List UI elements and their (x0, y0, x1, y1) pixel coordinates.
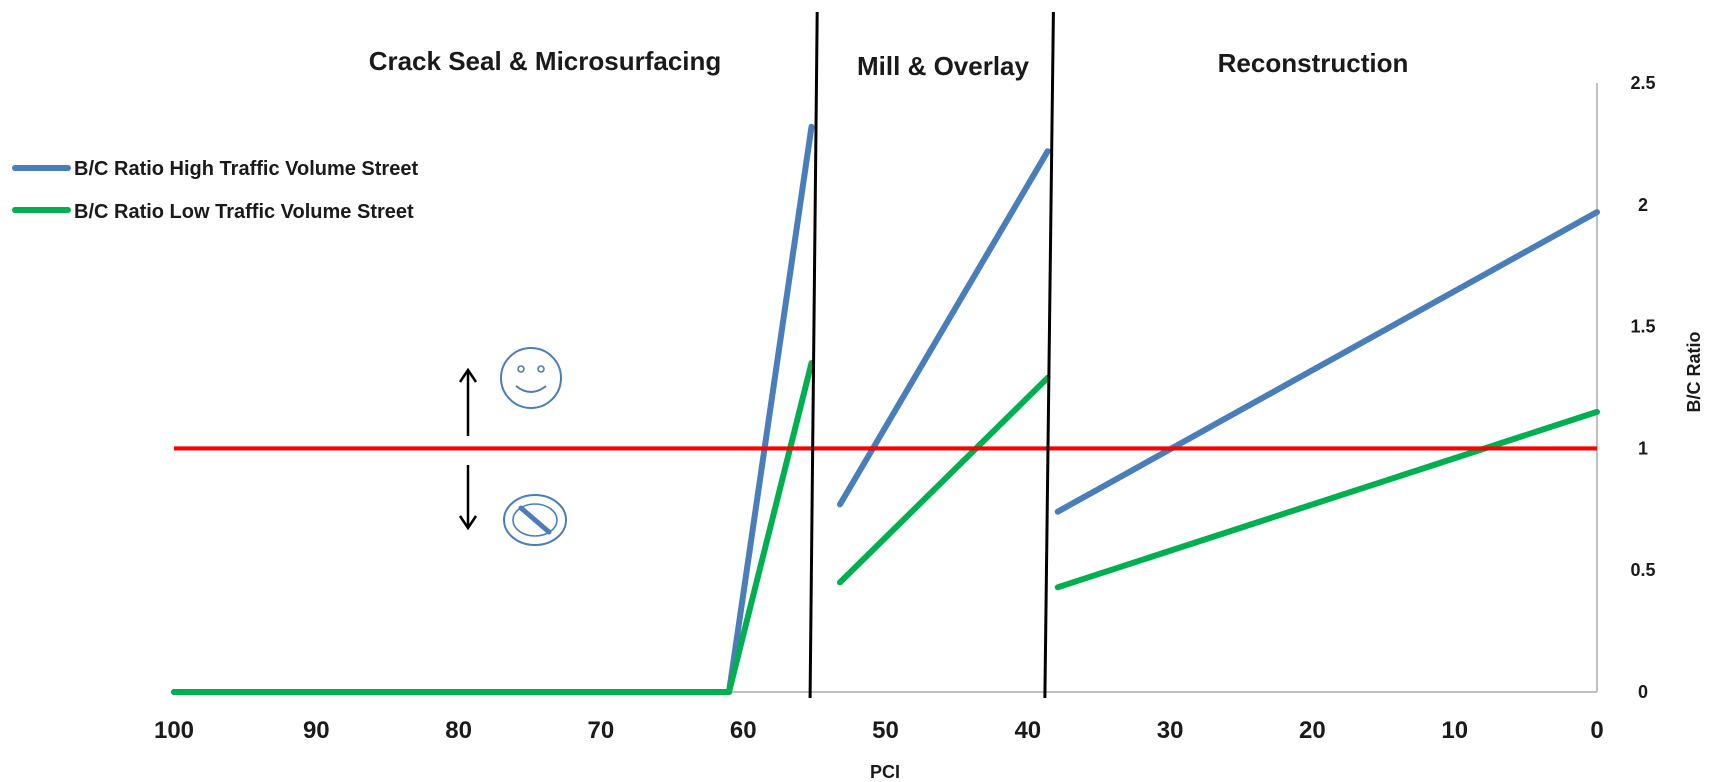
x-tick-label-10: 10 (1441, 717, 1468, 744)
x-tick-label-0: 0 (1590, 717, 1603, 744)
low-traffic-line-segment-1 (171, 360, 815, 695)
x-tick-label-20: 20 (1299, 717, 1326, 744)
zone-dividers (808, 11, 1055, 699)
benefit-annotation-up (458, 347, 562, 436)
x-tick-label-90: 90 (303, 717, 330, 744)
low-traffic-line-segment-2 (837, 374, 1051, 586)
x-tick-label-100: 100 (154, 717, 194, 744)
x-tick-label-40: 40 (1014, 717, 1041, 744)
zone-label-reconstruction: Reconstruction (1218, 48, 1409, 78)
no-entry-icon (503, 494, 567, 546)
zone-label-crack-seal: Crack Seal & Microsurfacing (369, 46, 722, 76)
x-tick-label-30: 30 (1157, 717, 1184, 744)
high-traffic-line-segment-3 (1054, 209, 1600, 515)
high-traffic-line-segment-2 (837, 148, 1051, 508)
arrow-down-head-icon (458, 515, 478, 531)
y-tick-label-1-5: 1.5 (1630, 317, 1655, 337)
x-tick-labels: 100 90 80 70 60 50 40 30 20 10 0 (154, 717, 1604, 744)
zone-divider-2 (1043, 11, 1055, 699)
x-tick-label-70: 70 (588, 717, 615, 744)
legend: B/C Ratio High Traffic Volume Street B/C… (12, 158, 418, 223)
low-traffic-line-segment-3 (1054, 408, 1600, 591)
x-tick-label-60: 60 (730, 717, 757, 744)
arrow-up-head-icon (458, 367, 478, 383)
smiley-face-icon (500, 347, 562, 409)
y-tick-label-0: 0 (1638, 682, 1648, 702)
y-tick-label-2-5: 2.5 (1630, 73, 1655, 93)
y-tick-label-2: 2 (1638, 195, 1648, 215)
legend-label-high: B/C Ratio High Traffic Volume Street (74, 158, 418, 180)
y-tick-label-1: 1 (1638, 438, 1648, 458)
x-tick-label-50: 50 (872, 717, 899, 744)
y-axis-title: B/C Ratio (1684, 331, 1704, 412)
y-tick-labels: 0 0.5 1 1.5 2 2.5 (1630, 73, 1655, 702)
legend-label-low: B/C Ratio Low Traffic Volume Street (74, 201, 414, 223)
y-tick-label-0-5: 0.5 (1630, 560, 1655, 580)
x-axis-title: PCI (870, 762, 900, 782)
zone-divider-1 (808, 11, 819, 699)
zone-label-mill-overlay: Mill & Overlay (857, 51, 1029, 81)
benefit-annotation-down (458, 465, 567, 546)
x-tick-label-80: 80 (445, 717, 472, 744)
